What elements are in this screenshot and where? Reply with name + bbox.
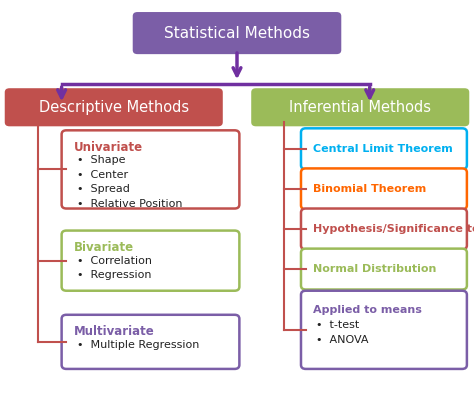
FancyBboxPatch shape [62,130,239,209]
Text: Central Limit Theorem: Central Limit Theorem [313,144,453,154]
Text: Normal Distribution: Normal Distribution [313,264,436,274]
FancyBboxPatch shape [62,315,239,369]
FancyBboxPatch shape [251,88,469,126]
FancyBboxPatch shape [301,209,467,249]
Text: Applied to means: Applied to means [313,305,422,315]
Text: •  Spread: • Spread [77,184,130,194]
Text: •  t-test: • t-test [316,320,359,330]
Text: •  Relative Position: • Relative Position [77,199,182,209]
Text: •  Center: • Center [77,170,128,180]
Text: •  Shape: • Shape [77,156,125,165]
Text: Inferential Methods: Inferential Methods [289,100,431,115]
FancyBboxPatch shape [301,291,467,369]
Text: Bivariate: Bivariate [73,241,134,254]
FancyBboxPatch shape [301,168,467,209]
Text: Binomial Theorem: Binomial Theorem [313,184,426,194]
FancyBboxPatch shape [133,12,341,54]
Text: •  Regression: • Regression [77,270,151,280]
Text: Hypothesis/Significance testing: Hypothesis/Significance testing [313,224,474,234]
FancyBboxPatch shape [5,88,223,126]
FancyBboxPatch shape [62,231,239,291]
Text: Descriptive Methods: Descriptive Methods [39,100,189,115]
FancyBboxPatch shape [301,128,467,169]
Text: •  ANOVA: • ANOVA [316,335,369,345]
Text: Univariate: Univariate [73,141,143,154]
Text: Statistical Methods: Statistical Methods [164,26,310,41]
FancyBboxPatch shape [301,249,467,290]
Text: Multivariate: Multivariate [73,325,154,338]
Text: •  Multiple Regression: • Multiple Regression [77,340,199,350]
Text: •  Correlation: • Correlation [77,256,152,265]
